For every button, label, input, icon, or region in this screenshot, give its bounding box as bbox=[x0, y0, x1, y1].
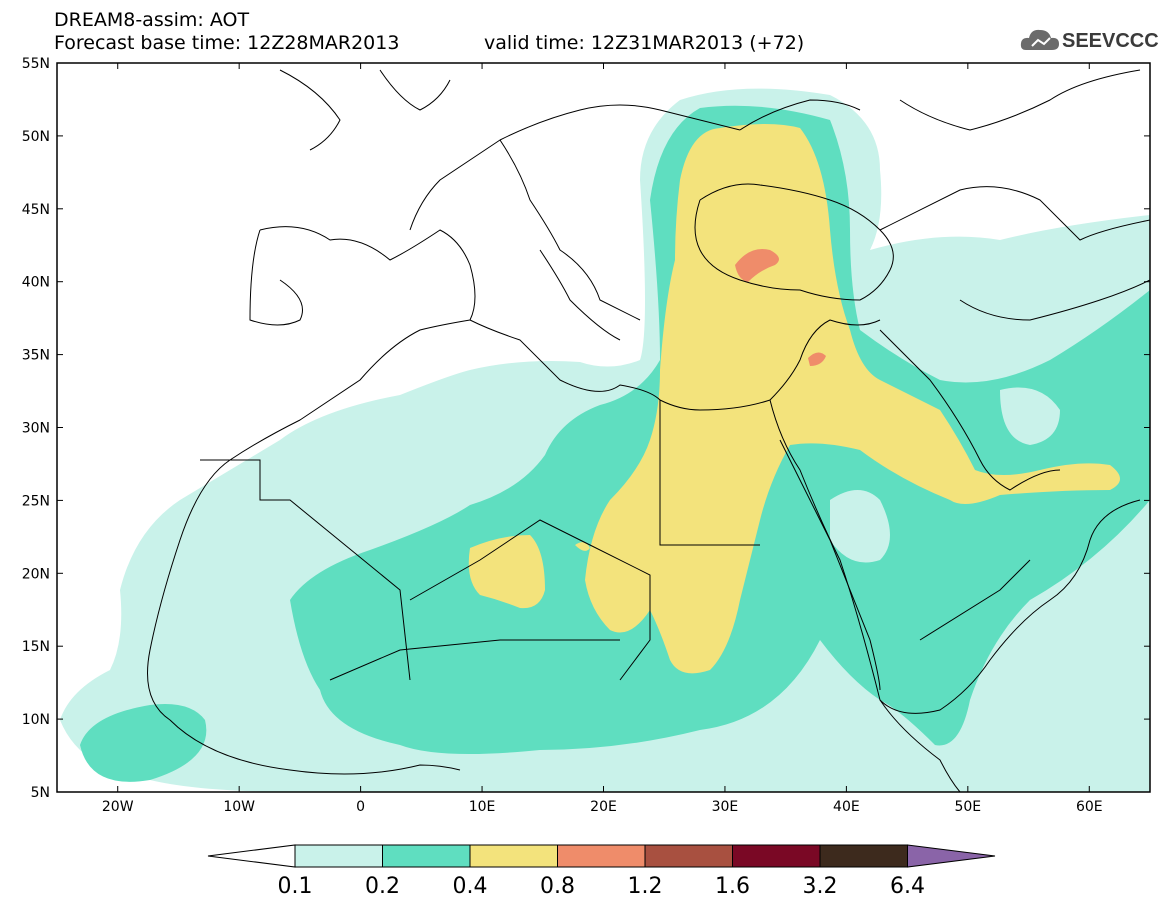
lon-tick-label: 20W bbox=[102, 799, 134, 815]
colorbar-segment bbox=[469, 844, 558, 868]
lon-tick-label: 30E bbox=[712, 799, 739, 815]
colorbar: 0.1 0.2 0.4 0.8 1.2 1.6 3.2 6.4 bbox=[207, 844, 996, 899]
aot-band-0.2 bbox=[80, 704, 207, 782]
colorbar-label: 1.2 bbox=[628, 874, 663, 899]
lat-tick-label: 45N bbox=[22, 202, 50, 218]
lon-tick-label: 10W bbox=[223, 799, 255, 815]
product-title: DREAM8-assim: AOT bbox=[54, 9, 250, 31]
base-time: Forecast base time: 12Z28MAR2013 bbox=[54, 32, 400, 54]
lat-tick-label: 10N bbox=[22, 712, 50, 728]
colorbar-segment bbox=[644, 844, 733, 868]
colorbar-label: 0.8 bbox=[540, 874, 575, 899]
colorbar-segment bbox=[732, 844, 821, 868]
map-axes: 55N 50N 45N 40N 35N 30N 25N 20N 15N 10N 5N 20W 10W 0 1… bbox=[22, 56, 1150, 815]
lon-tick-label: 40E bbox=[833, 799, 860, 815]
lat-tick-label: 5N bbox=[31, 785, 50, 801]
lon-tick-label: 0 bbox=[356, 799, 365, 815]
colorbar-segment bbox=[294, 844, 383, 868]
lat-tick-label: 30N bbox=[22, 421, 50, 437]
aot-band-0.8 bbox=[808, 352, 826, 366]
lon-tick-label: 50E bbox=[954, 799, 981, 815]
colorbar-label: 1.6 bbox=[715, 874, 750, 899]
cloud-icon bbox=[1020, 29, 1059, 50]
seevccc-logo: SEEVCCC bbox=[1018, 24, 1159, 56]
valid-time: valid time: 12Z31MAR2013 (+72) bbox=[484, 32, 805, 54]
lon-tick-label: 10E bbox=[469, 799, 496, 815]
colorbar-label: 0.2 bbox=[365, 874, 400, 899]
coastlines bbox=[147, 69, 1150, 792]
colorbar-label: 0.1 bbox=[278, 874, 313, 899]
lat-tick-label: 25N bbox=[22, 493, 50, 509]
aot-field bbox=[60, 88, 1150, 792]
colorbar-label: 3.2 bbox=[803, 874, 838, 899]
lat-tick-label: 40N bbox=[22, 275, 50, 291]
lat-tick-label: 55N bbox=[22, 56, 50, 72]
aot-band-0.4 bbox=[575, 542, 590, 551]
logo-text: SEEVCCC bbox=[1062, 30, 1159, 52]
lon-tick-label: 60E bbox=[1076, 799, 1103, 815]
lat-tick-label: 35N bbox=[22, 348, 50, 364]
colorbar-over-arrow bbox=[907, 844, 996, 868]
aot-band-0.1-inner bbox=[1000, 387, 1060, 445]
lat-tick-label: 50N bbox=[22, 129, 50, 145]
colorbar-segment bbox=[819, 844, 908, 868]
lon-tick-label: 20E bbox=[590, 799, 617, 815]
aot-band-0.1-inner bbox=[830, 490, 890, 563]
colorbar-under-arrow bbox=[207, 844, 296, 868]
lat-tick-label: 20N bbox=[22, 566, 50, 582]
colorbar-label: 6.4 bbox=[890, 874, 925, 899]
lat-tick-label: 15N bbox=[22, 639, 50, 655]
colorbar-segment bbox=[557, 844, 646, 868]
aot-band-0.4 bbox=[585, 124, 1120, 674]
colorbar-label: 0.4 bbox=[453, 874, 488, 899]
aot-band-0.8 bbox=[735, 249, 779, 282]
colorbar-segment bbox=[382, 844, 471, 868]
aot-band-0.4 bbox=[468, 535, 545, 609]
